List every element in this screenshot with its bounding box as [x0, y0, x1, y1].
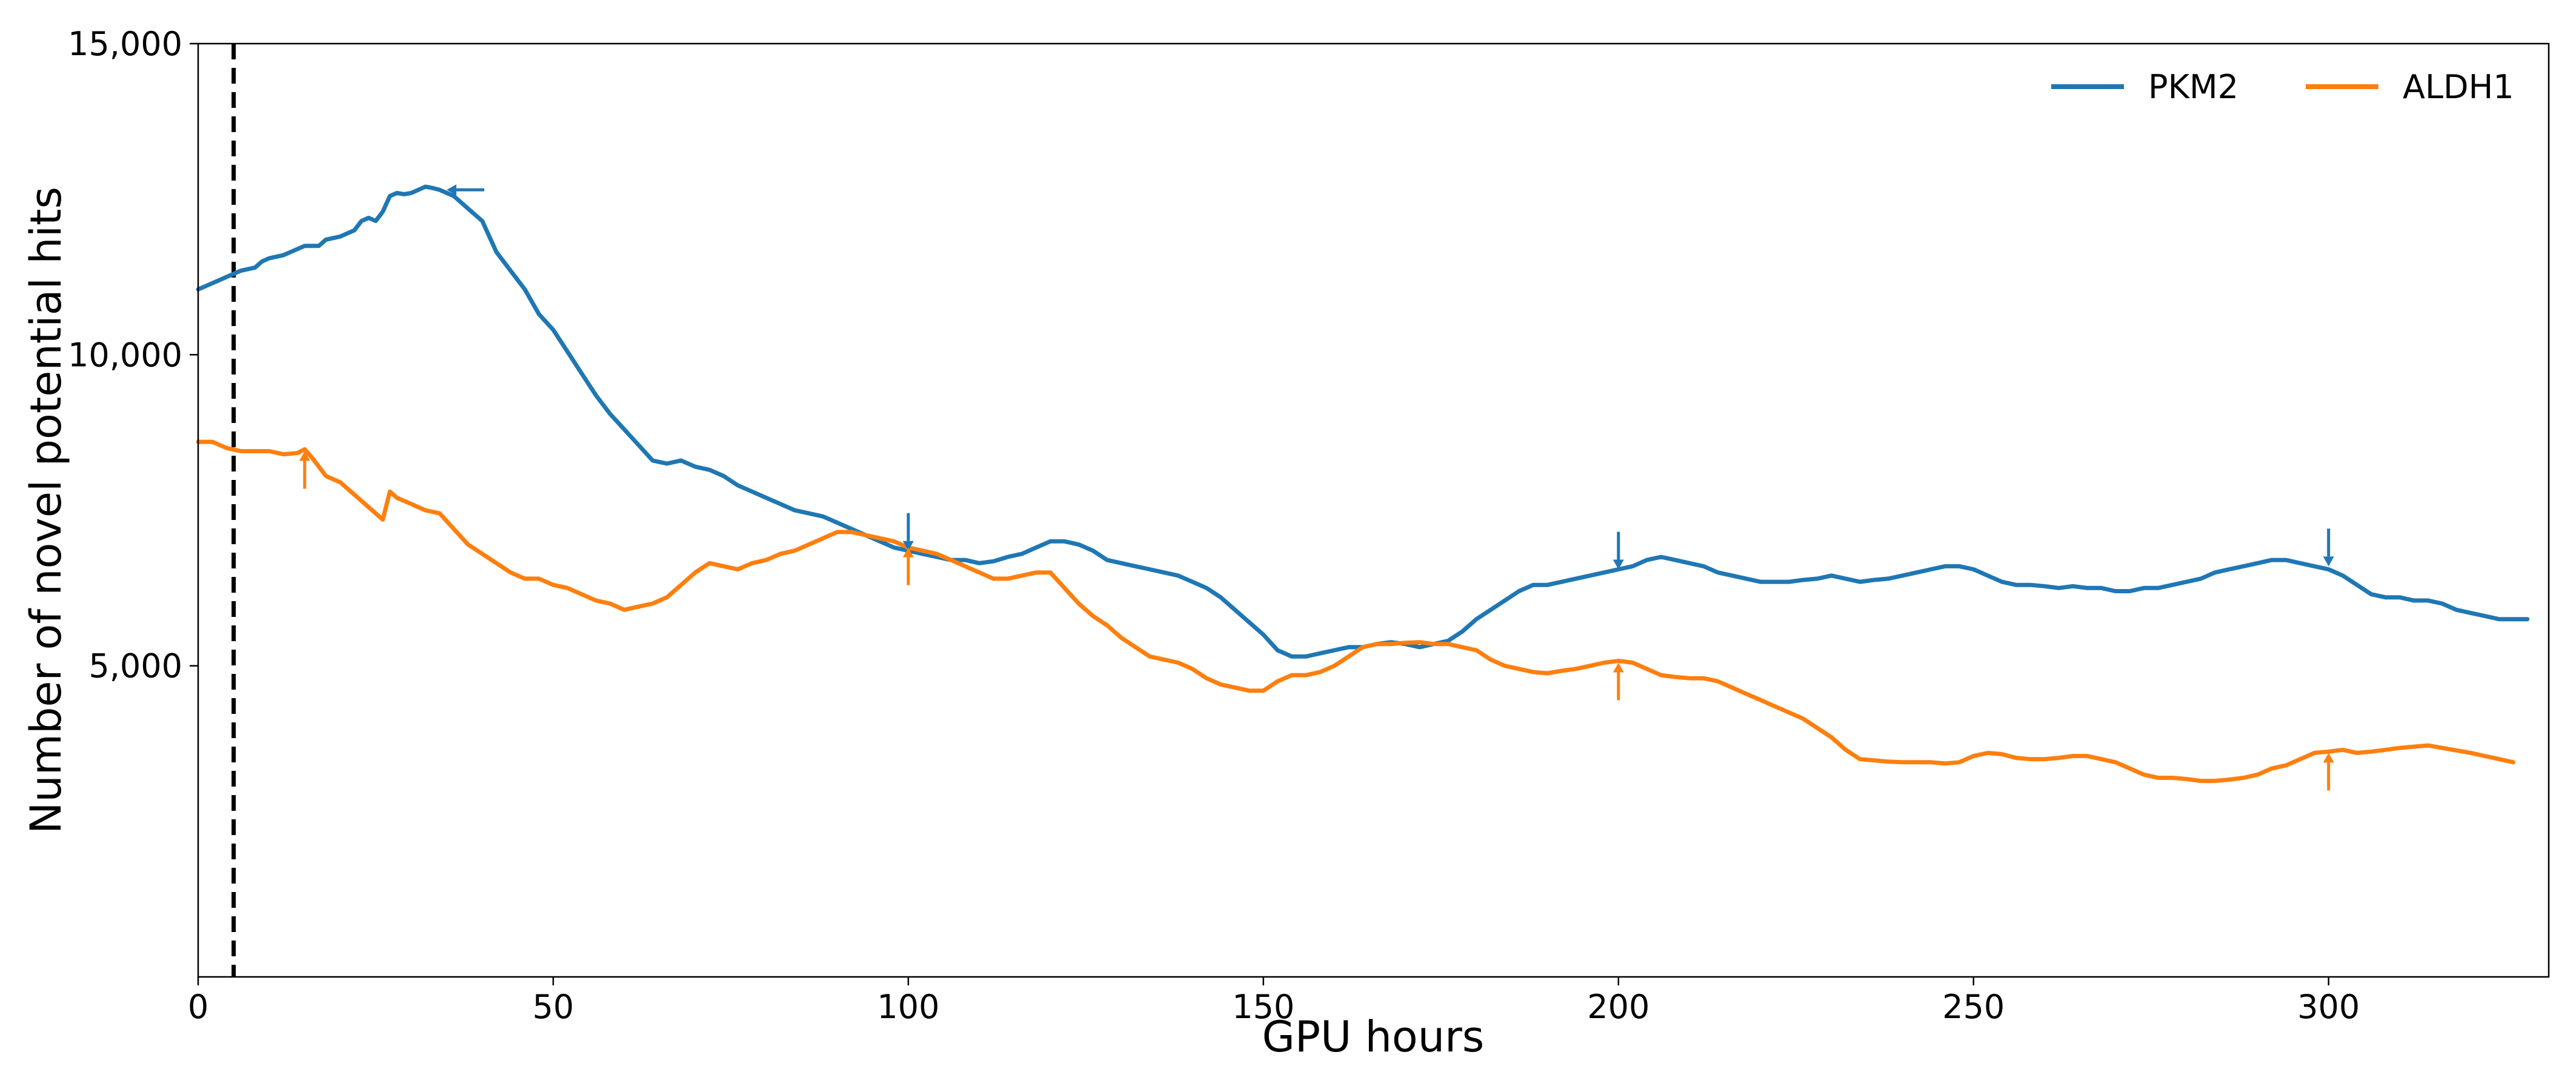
x-tick-label: 100: [877, 988, 939, 1026]
x-axis-label: GPU hours: [1262, 1012, 1485, 1062]
annotation-arrow-pkm2: [447, 184, 485, 196]
annotation-arrow-aldh1: [299, 451, 310, 489]
legend-label-pkm2: PKM2: [2148, 68, 2238, 106]
y-tick-label: 5,000: [88, 647, 182, 685]
series-line-aldh1: [196, 439, 2515, 784]
plot-area: [196, 44, 2530, 977]
x-tick-label: 0: [188, 988, 208, 1026]
axes: 0 50 100 150 200 250 300 5,000 10,000 15,000: [68, 25, 2360, 1026]
series-line-pkm2: [196, 184, 2530, 659]
annotation-arrow-pkm2: [2323, 528, 2334, 567]
y-tick-label: 15,000: [68, 25, 182, 63]
annotation-arrow-aldh1: [1612, 662, 1624, 701]
legend-label-aldh1: ALDH1: [2403, 68, 2514, 106]
y-axis-label: Number of novel potential hits: [21, 187, 71, 834]
annotation-arrow-pkm2: [902, 513, 914, 551]
plot-frame: [197, 42, 2550, 978]
annotation-arrow-pkm2: [1612, 531, 1624, 570]
y-tick-label: 10,000: [68, 336, 182, 374]
annotation-arrow-aldh1: [902, 547, 914, 585]
x-tick-label: 150: [1232, 988, 1294, 1026]
legend: PKM2 ALDH1: [2051, 68, 2514, 106]
annotation-arrow-aldh1: [2323, 753, 2334, 791]
x-tick-label: 250: [1942, 988, 2005, 1026]
x-tick-label: 200: [1587, 988, 1649, 1026]
x-tick-label: 300: [2297, 988, 2360, 1026]
x-tick-label: 50: [533, 988, 574, 1026]
